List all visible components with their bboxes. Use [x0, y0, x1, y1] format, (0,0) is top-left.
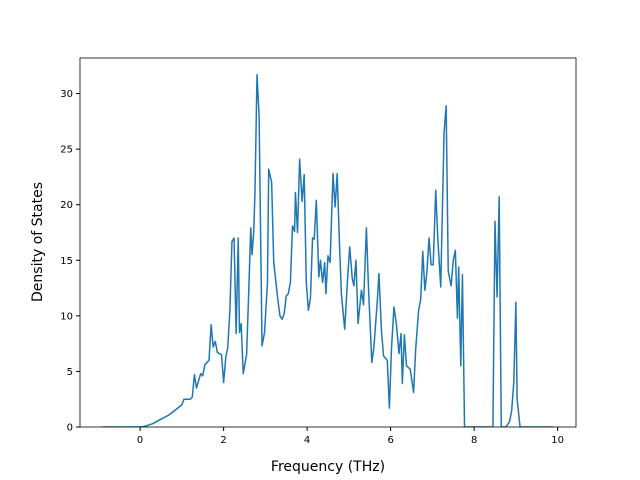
x-tick-label: 6 [387, 435, 393, 446]
y-tick-label: 0 [67, 423, 73, 434]
x-tick-label: 4 [304, 435, 310, 446]
line [102, 73, 554, 427]
y-tick-label: 25 [60, 145, 73, 156]
x-tick-label: 0 [137, 435, 143, 446]
x-tick-label: 10 [551, 435, 564, 446]
y-tick-label: 15 [60, 256, 73, 267]
x-tick-label: 8 [471, 435, 477, 446]
y-tick-label: 10 [60, 311, 73, 322]
y-tick-label: 20 [60, 200, 73, 211]
y-axis-label: Density of States [30, 182, 46, 302]
x-axis-label: Frequency (THz) [271, 459, 385, 475]
x-tick-label: 2 [220, 435, 226, 446]
axes-frame [79, 57, 577, 428]
y-tick-label: 30 [60, 89, 73, 100]
y-tick-label: 5 [67, 367, 73, 378]
